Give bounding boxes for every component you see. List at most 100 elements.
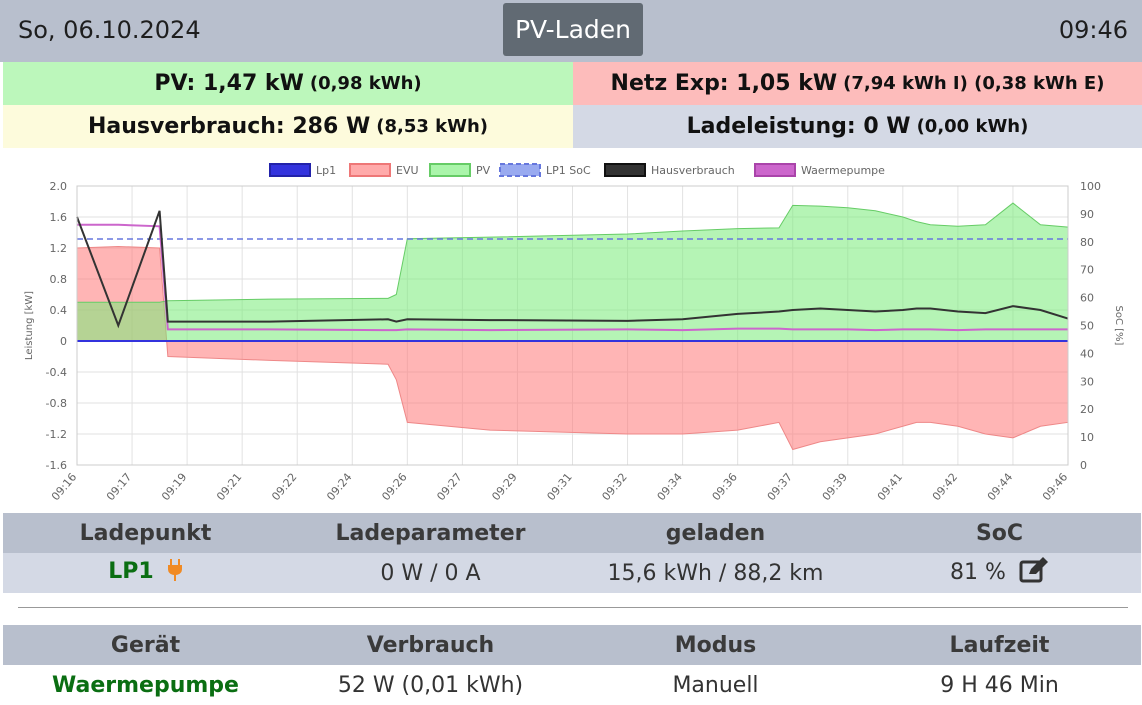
- x-tick-label: 09:32: [600, 471, 630, 504]
- y2-tick-label: 30: [1080, 375, 1094, 388]
- x-tick-label: 09:24: [324, 471, 354, 504]
- device-mode[interactable]: Manuell: [672, 672, 759, 698]
- current-time: 09:46: [1058, 16, 1128, 44]
- chargepoint-name[interactable]: LP1: [108, 559, 154, 584]
- current-date: So, 06.10.2024: [18, 16, 201, 44]
- x-tick-label: 09:37: [765, 471, 795, 504]
- x-tick-label: 09:21: [214, 471, 244, 504]
- x-tick-label: 09:41: [875, 471, 905, 504]
- x-tick-label: 09:29: [489, 471, 519, 504]
- y-tick-label: -1.2: [46, 428, 67, 441]
- charge-mode-button[interactable]: PV-Laden: [503, 3, 643, 56]
- header-soc: SoC: [975, 520, 1024, 546]
- legend-swatch: [269, 163, 311, 177]
- device-consumption: 52 W (0,01 kWh): [337, 672, 524, 698]
- charge-params: 0 W / 0 A: [380, 560, 481, 586]
- header-params: Ladeparameter: [335, 520, 526, 546]
- charge-power: Ladeleistung: 0 W: [686, 114, 911, 139]
- grid-power: Netz Exp: 1,05 kW: [610, 71, 838, 96]
- legend-label: Lp1: [316, 164, 336, 177]
- header-chargepoint: Ladepunkt: [79, 520, 212, 546]
- grid-tile: Netz Exp: 1,05 kW (7,94 kWh I) (0,38 kWh…: [573, 62, 1142, 105]
- table-row[interactable]: Waermepumpe 52 W (0,01 kWh) Manuell 9 H …: [3, 665, 1141, 705]
- pv-energy: (0,98 kWh): [309, 73, 422, 94]
- house-energy: (8,53 kWh): [376, 116, 489, 137]
- y2-tick-label: 100: [1080, 180, 1101, 193]
- legend-swatch: [754, 163, 796, 177]
- soc-value: 81 %: [950, 560, 1006, 585]
- x-tick-label: 09:19: [159, 471, 189, 504]
- x-tick-label: 09:42: [930, 471, 960, 504]
- table-row[interactable]: LP1 0 W / 0 A 15,6 kWh / 88,2 km 81 %: [3, 553, 1141, 593]
- y-axis-label: Leistung [kW]: [24, 291, 35, 360]
- y-tick-label: 2.0: [50, 180, 68, 193]
- plug-icon: [167, 559, 183, 587]
- header-charged: geladen: [665, 520, 766, 546]
- y2-tick-label: 0: [1080, 459, 1087, 472]
- x-tick-label: 09:39: [820, 471, 850, 504]
- pv-area: [76, 202, 1069, 342]
- y2-axis-label: SoC [%]: [1113, 306, 1124, 346]
- y2-tick-label: 40: [1080, 347, 1094, 360]
- power-chart-svg: 2.01.61.20.80.40-0.4-0.8-1.2-1.610090807…: [24, 163, 1124, 504]
- y2-tick-label: 20: [1080, 403, 1094, 416]
- y2-tick-label: 80: [1080, 236, 1094, 249]
- legend-swatch: [349, 163, 391, 177]
- y2-tick-label: 60: [1080, 292, 1094, 305]
- y-tick-label: 0.8: [50, 273, 68, 286]
- legend-label: LP1 SoC: [546, 164, 591, 177]
- legend-label: EVU: [396, 164, 419, 177]
- y-tick-label: -1.6: [46, 459, 67, 472]
- device-runtime: 9 H 46 Min: [940, 672, 1059, 698]
- y-tick-label: 0.4: [50, 304, 68, 317]
- x-tick-label: 09:46: [1040, 471, 1070, 504]
- house-line: [76, 210, 1069, 329]
- y-tick-label: 0: [60, 335, 67, 348]
- y2-tick-label: 50: [1080, 320, 1094, 333]
- edit-icon[interactable]: [1019, 557, 1049, 589]
- grid-energy: (7,94 kWh I) (0,38 kWh E): [843, 73, 1105, 94]
- device-name-cell[interactable]: Waermepumpe: [3, 673, 288, 698]
- x-tick-label: 09:44: [985, 471, 1015, 504]
- power-chart[interactable]: 2.0 1.6 1.2 0.8 0.4 0 -0.4 -0.8 -1.2 -1.6 100 90 80 7…: [0, 150, 1142, 512]
- x-tick-label: 09:26: [379, 471, 409, 504]
- header-device: Gerät: [110, 632, 181, 658]
- header-consumption: Verbrauch: [366, 632, 495, 658]
- legend-swatch: [499, 163, 541, 177]
- device-name[interactable]: Waermepumpe: [52, 672, 239, 698]
- device-table-header: Gerät Verbrauch Modus Laufzeit: [3, 625, 1141, 665]
- x-tick-label: 09:36: [710, 471, 740, 504]
- legend-swatch: [429, 163, 471, 177]
- soc-cell: 81 %: [858, 557, 1141, 589]
- legend-swatch: [604, 163, 646, 177]
- y2-tick-label: 90: [1080, 208, 1094, 221]
- legend-label: Waermepumpe: [801, 164, 885, 177]
- house-consumption-tile: Hausverbrauch: 286 W (8,53 kWh): [3, 105, 573, 148]
- pv-tile: PV: 1,47 kW (0,98 kWh): [3, 62, 573, 105]
- x-tick-label: 09:16: [49, 471, 79, 504]
- y2-tick-label: 70: [1080, 264, 1094, 277]
- y-tick-label: 1.6: [50, 211, 68, 224]
- x-tick-label: 09:17: [104, 471, 134, 504]
- x-tick-label: 09:31: [544, 471, 574, 504]
- legend-label: PV: [476, 164, 491, 177]
- x-tick-label: 09:34: [655, 471, 685, 504]
- y2-tick-label: 10: [1080, 431, 1094, 444]
- y-tick-label: -0.4: [46, 366, 67, 379]
- top-bar: So, 06.10.2024 PV-Laden 09:46: [0, 0, 1142, 62]
- chargepoint-name-cell[interactable]: LP1: [3, 559, 288, 587]
- charged-amount: 15,6 kWh / 88,2 km: [607, 560, 824, 586]
- charge-energy: (0,00 kWh): [916, 116, 1029, 137]
- x-tick-label: 09:27: [434, 471, 464, 504]
- y-tick-label: 1.2: [50, 242, 68, 255]
- x-tick-label: 09:22: [269, 471, 299, 504]
- house-power: Hausverbrauch: 286 W: [87, 114, 371, 139]
- section-divider: [18, 607, 1128, 608]
- heatpump-line: [77, 223, 1068, 332]
- header-mode: Modus: [674, 632, 757, 658]
- header-runtime: Laufzeit: [949, 632, 1050, 658]
- plot-border: [76, 185, 1069, 466]
- chargepoint-table: Ladepunkt Ladeparameter geladen SoC LP1 …: [3, 513, 1141, 593]
- y-tick-label: -0.8: [46, 397, 67, 410]
- pv-power: PV: 1,47 kW: [154, 71, 304, 96]
